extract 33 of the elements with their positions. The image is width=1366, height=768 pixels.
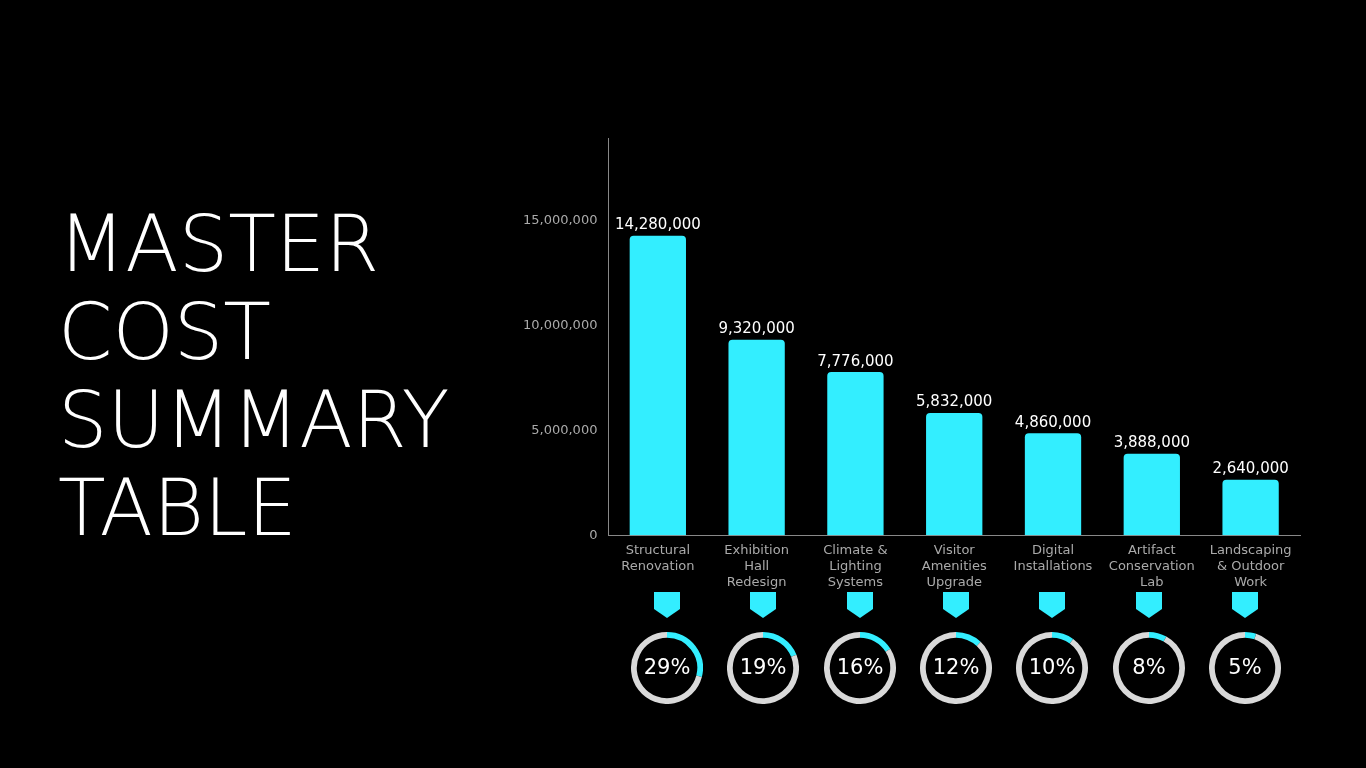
y-tick-label: 10,000,000 bbox=[523, 316, 598, 332]
text: 5% bbox=[1228, 655, 1262, 680]
data-label: 5,832,000 bbox=[916, 392, 993, 411]
bar bbox=[1123, 453, 1180, 536]
bar bbox=[629, 235, 686, 536]
x-tick-label: Visitor Amenities Upgrade bbox=[921, 542, 987, 589]
x-tick-label: Climate & Lighting Systems bbox=[823, 542, 888, 589]
text: MASTER COST SUMMARY TABLE bbox=[58, 199, 451, 553]
x-tick-label: Structural Renovation bbox=[621, 542, 695, 573]
x-tick-label: Exhibition Hall Redesign bbox=[724, 542, 789, 589]
data-label: 2,640,000 bbox=[1212, 459, 1289, 478]
data-label: 14,280,000 bbox=[614, 215, 701, 234]
data-label: 7,776,000 bbox=[817, 351, 894, 370]
x-tick-label: Artifact Conservation Lab bbox=[1108, 542, 1195, 589]
text: 29% bbox=[643, 655, 691, 680]
y-tick-label: 5,000,000 bbox=[531, 421, 598, 437]
y-tick-label: 15,000,000 bbox=[523, 211, 598, 227]
data-label: 9,320,000 bbox=[718, 319, 795, 338]
bar bbox=[827, 372, 884, 536]
data-label: 3,888,000 bbox=[1113, 433, 1190, 452]
x-tick-label: Digital Installations bbox=[1013, 542, 1093, 573]
bar bbox=[728, 339, 785, 536]
bar bbox=[1024, 433, 1082, 536]
text: 12% bbox=[932, 655, 980, 680]
x-tick-label: Landscaping & Outdoor Work bbox=[1209, 542, 1292, 589]
text: 10% bbox=[1028, 655, 1076, 680]
text: 16% bbox=[836, 655, 883, 680]
y-tick-label: 0 bbox=[589, 526, 598, 542]
bar bbox=[926, 412, 983, 536]
text: 19% bbox=[739, 655, 787, 680]
text: 8% bbox=[1131, 655, 1166, 680]
bar bbox=[1222, 479, 1279, 536]
data-label: 4,860,000 bbox=[1014, 412, 1092, 431]
